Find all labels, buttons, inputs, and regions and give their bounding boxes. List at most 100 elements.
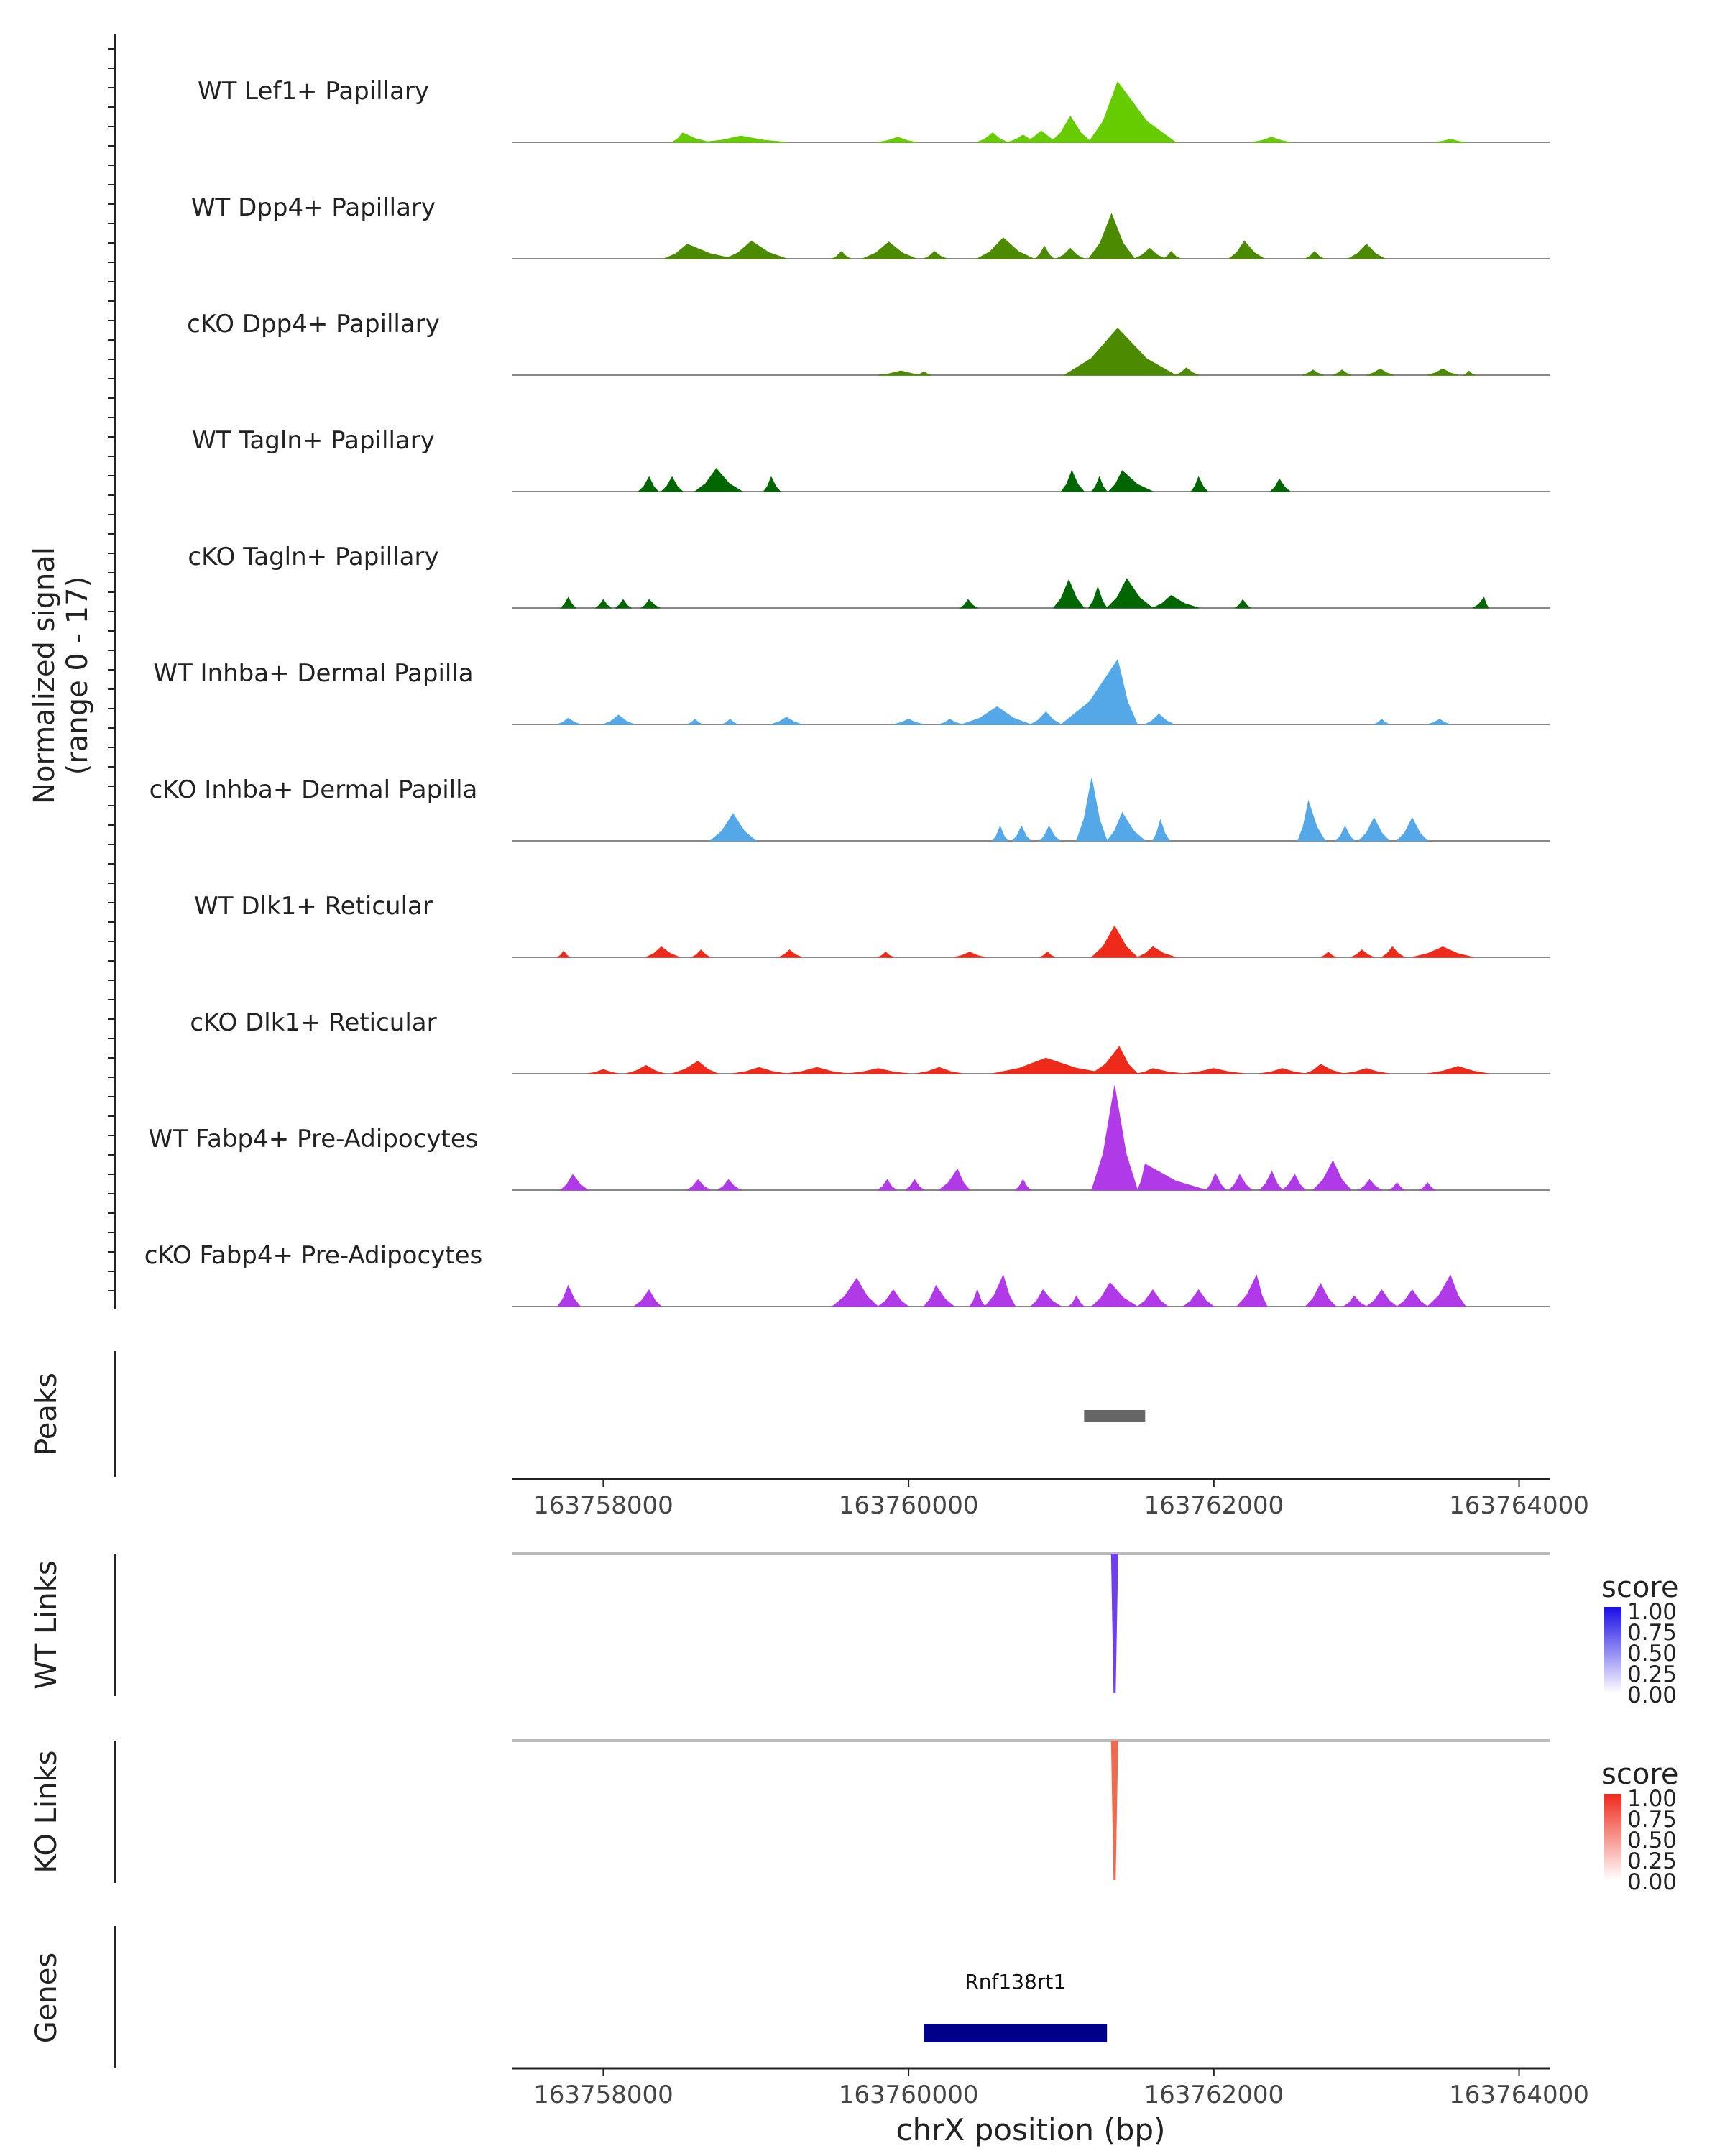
- legend-tick-label: 0.50: [1627, 1641, 1677, 1667]
- signal-peak: [1418, 1182, 1437, 1191]
- peaks-label: Peaks: [30, 1373, 63, 1456]
- signal-peak: [686, 719, 703, 725]
- signal-peak: [992, 1057, 1108, 1074]
- signal-peak: [1106, 578, 1154, 609]
- signal-peak: [923, 1284, 956, 1307]
- signal-peak: [1304, 251, 1325, 259]
- peaks-panel: Peaks 163758000 163760000 163762000 1637640…: [30, 1351, 1589, 1520]
- genes-panel: Genes Rnf138rt1 163758000 163760000 163762…: [30, 1926, 1589, 2147]
- signal-peak: [1297, 799, 1326, 842]
- gene-name: Rnf138rt1: [965, 1970, 1066, 1994]
- signal-peak: [557, 717, 581, 725]
- x-axis-title: chrX position (bp): [896, 2112, 1166, 2147]
- signal-peak: [778, 949, 802, 958]
- signal-peak: [1137, 946, 1176, 958]
- legend-tick-label: 0.00: [1627, 1682, 1677, 1708]
- track-7: cKO Inhba+ Dermal Papilla: [150, 775, 1550, 842]
- signal-peak: [1396, 817, 1429, 842]
- signal-peak: [694, 468, 744, 492]
- signal-peak: [1320, 952, 1336, 958]
- signal-peak: [1087, 213, 1136, 259]
- signal-peak: [1136, 1289, 1169, 1307]
- signal-peak: [893, 719, 924, 725]
- x-tick-label: 163762000: [1144, 2081, 1284, 2109]
- track-label: WT Dlk1+ Reticular: [194, 892, 433, 921]
- signal-peak: [1039, 825, 1061, 842]
- signal-peak: [1052, 579, 1085, 609]
- signal-peak: [770, 717, 802, 725]
- signal-peak: [725, 240, 787, 259]
- signal-peak: [645, 946, 680, 958]
- signal-peak: [556, 950, 571, 958]
- signal-axis-label-line1: Normalized signal: [28, 547, 61, 804]
- x-tick-label: 163762000: [1144, 1491, 1284, 1520]
- signal-peak: [1343, 1068, 1390, 1074]
- signal-peak: [1351, 949, 1374, 958]
- signal-peak: [1335, 825, 1356, 842]
- signal-peak: [1302, 369, 1324, 376]
- signal-peak: [702, 135, 787, 143]
- signal-peak: [1090, 1281, 1139, 1307]
- signal-peak: [1388, 1182, 1406, 1191]
- signal-peak: [1427, 368, 1458, 376]
- legend-tick-label: 0.25: [1627, 1848, 1677, 1874]
- signal-peak: [632, 1289, 663, 1307]
- legend-tick-label: 0.25: [1627, 1662, 1677, 1687]
- legend-tick-label: 1.00: [1627, 1786, 1677, 1812]
- signal-peak: [690, 949, 712, 958]
- signal-peak: [763, 476, 781, 492]
- signal-peak: [975, 237, 1034, 259]
- track-label: WT Inhba+ Dermal Papilla: [153, 659, 473, 688]
- track-label: WT Dpp4+ Papillary: [191, 193, 436, 222]
- signal-peak: [1060, 469, 1085, 492]
- legend-tick-label: 1.00: [1627, 1599, 1677, 1625]
- signal-peak: [614, 599, 632, 609]
- signal-peak: [556, 1284, 581, 1307]
- track-8: WT Dlk1+ Reticular: [194, 892, 1550, 958]
- legend-title: score: [1601, 1571, 1678, 1604]
- legend-title: score: [1601, 1758, 1678, 1791]
- signal-peak: [559, 596, 577, 609]
- signal-peak: [831, 1277, 879, 1307]
- signal-peak: [938, 1168, 971, 1191]
- track-6: WT Inhba+ Dermal Papilla: [153, 658, 1550, 725]
- signal-peak: [1380, 946, 1407, 958]
- coverage-tracks: WT Lef1+ Papillary WT Dpp4+ Papillary cKO …: [144, 77, 1550, 1307]
- signal-peak: [1087, 80, 1177, 143]
- legend-tick-label: 0.75: [1627, 1807, 1677, 1833]
- signal-peak: [877, 1179, 898, 1191]
- signal-peak: [1236, 1274, 1268, 1307]
- signal-peak: [954, 952, 985, 958]
- signal-peak: [1234, 599, 1252, 609]
- signal-peak: [671, 1060, 718, 1074]
- signal-peak: [1039, 952, 1056, 958]
- signal-peak: [962, 706, 1031, 725]
- signal-peak: [1106, 811, 1146, 842]
- signal-peak: [878, 370, 924, 376]
- signal-peak: [1029, 1289, 1063, 1307]
- signal-peak: [559, 1174, 589, 1191]
- signal-peak: [1067, 1295, 1085, 1307]
- signal-peak: [984, 1274, 1016, 1307]
- signal-peak: [1427, 719, 1451, 725]
- signal-peak: [1259, 1170, 1284, 1191]
- signal-peak: [1435, 139, 1466, 143]
- signal-peak: [588, 1069, 619, 1074]
- signal-peak: [1134, 247, 1166, 259]
- signal-peak: [671, 132, 711, 143]
- signal-peak: [1056, 247, 1085, 259]
- signal-peak: [877, 1289, 910, 1307]
- track-label: cKO Dpp4+ Papillary: [187, 310, 440, 338]
- signal-peak: [1152, 819, 1171, 842]
- track-11: cKO Fabp4+ Pre-Adipocytes: [144, 1241, 1550, 1307]
- signal-peak: [638, 476, 660, 492]
- signal-peak: [1152, 594, 1199, 609]
- signal-peak: [924, 251, 947, 259]
- gene-body: [924, 2024, 1108, 2042]
- track-5: cKO Tagln+ Papillary: [188, 543, 1550, 609]
- signal-peak: [1090, 1046, 1138, 1074]
- x-tick-label: 163764000: [1449, 1491, 1589, 1520]
- track-9: cKO Dlk1+ Reticular: [190, 1008, 1550, 1074]
